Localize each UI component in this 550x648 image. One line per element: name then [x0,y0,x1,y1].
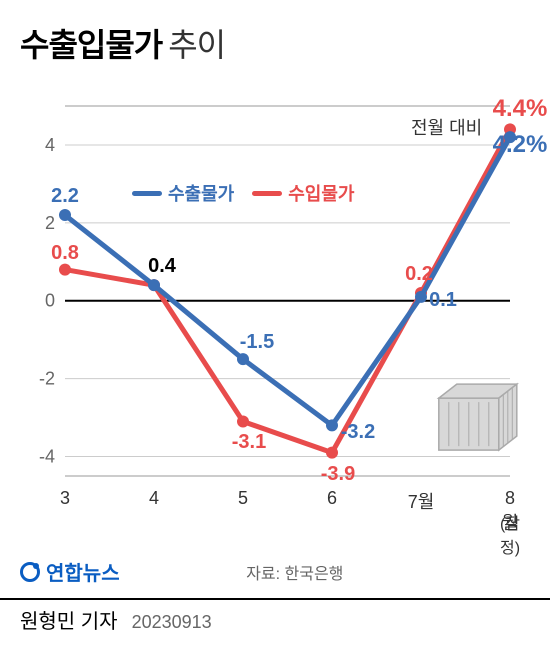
footer-divider [0,598,550,600]
source-text: 자료: 한국은행 [246,560,343,584]
x-axis-label: 5 [238,488,248,509]
svg-text:-2: -2 [39,369,55,389]
legend: 수출물가 수입물가 [124,176,363,210]
x-axis-label: 7월 [408,488,435,514]
date: 20230913 [132,612,212,633]
line-chart: -4 -2 0 2 4 [20,86,530,546]
svg-text:2: 2 [45,213,55,233]
logo-icon [20,562,40,582]
logo-text: 연합뉴스 [46,557,120,586]
data-point-label: 2.2 [51,185,79,208]
legend-item: 수입물가 [252,180,354,206]
data-point-label: 4.2% [493,131,548,159]
data-point-label: -3.1 [232,431,266,454]
data-point-label: 0.1 [429,289,457,312]
data-point-label: -3.2 [341,421,375,444]
data-point-label: -3.9 [321,463,355,486]
footer: 원형민 기자 20230913 [20,605,212,634]
logo: 연합뉴스 [20,557,120,586]
chart-title: 수출입물가 추이 [20,20,530,66]
source-row: 연합뉴스 자료: 한국은행 [20,557,530,586]
legend-line-icon [132,191,162,196]
title-bold: 수출입물가 [20,20,162,66]
container-icon [439,384,517,450]
data-point-label: 4.4% [493,95,548,123]
svg-text:4: 4 [45,135,55,155]
data-point-label: -1.5 [240,331,274,354]
data-point-label: 0.2 [405,263,433,286]
x-axis-label: 4 [149,488,159,509]
legend-label: 수출물가 [168,180,234,206]
data-point-label: 0.8 [51,242,79,265]
x-axis-label: 3 [60,488,70,509]
data-point-label: 0.4 [148,255,176,278]
author: 원형민 기자 [20,605,118,634]
x-axis-label: 6 [327,488,337,509]
chart-area: -4-2024 34567월8월(잠정)2.20.4-1.5-3.20.14.2… [20,86,530,551]
legend-item: 수출물가 [132,180,234,206]
x-axis-sublabel: (잠정) [500,510,520,558]
legend-label: 수입물가 [288,180,354,206]
title-light: 추이 [168,20,225,66]
chart-subtitle: 전월 대비 [411,114,482,140]
svg-text:0: 0 [45,291,55,311]
legend-line-icon [252,191,282,196]
svg-text:-4: -4 [39,447,55,467]
